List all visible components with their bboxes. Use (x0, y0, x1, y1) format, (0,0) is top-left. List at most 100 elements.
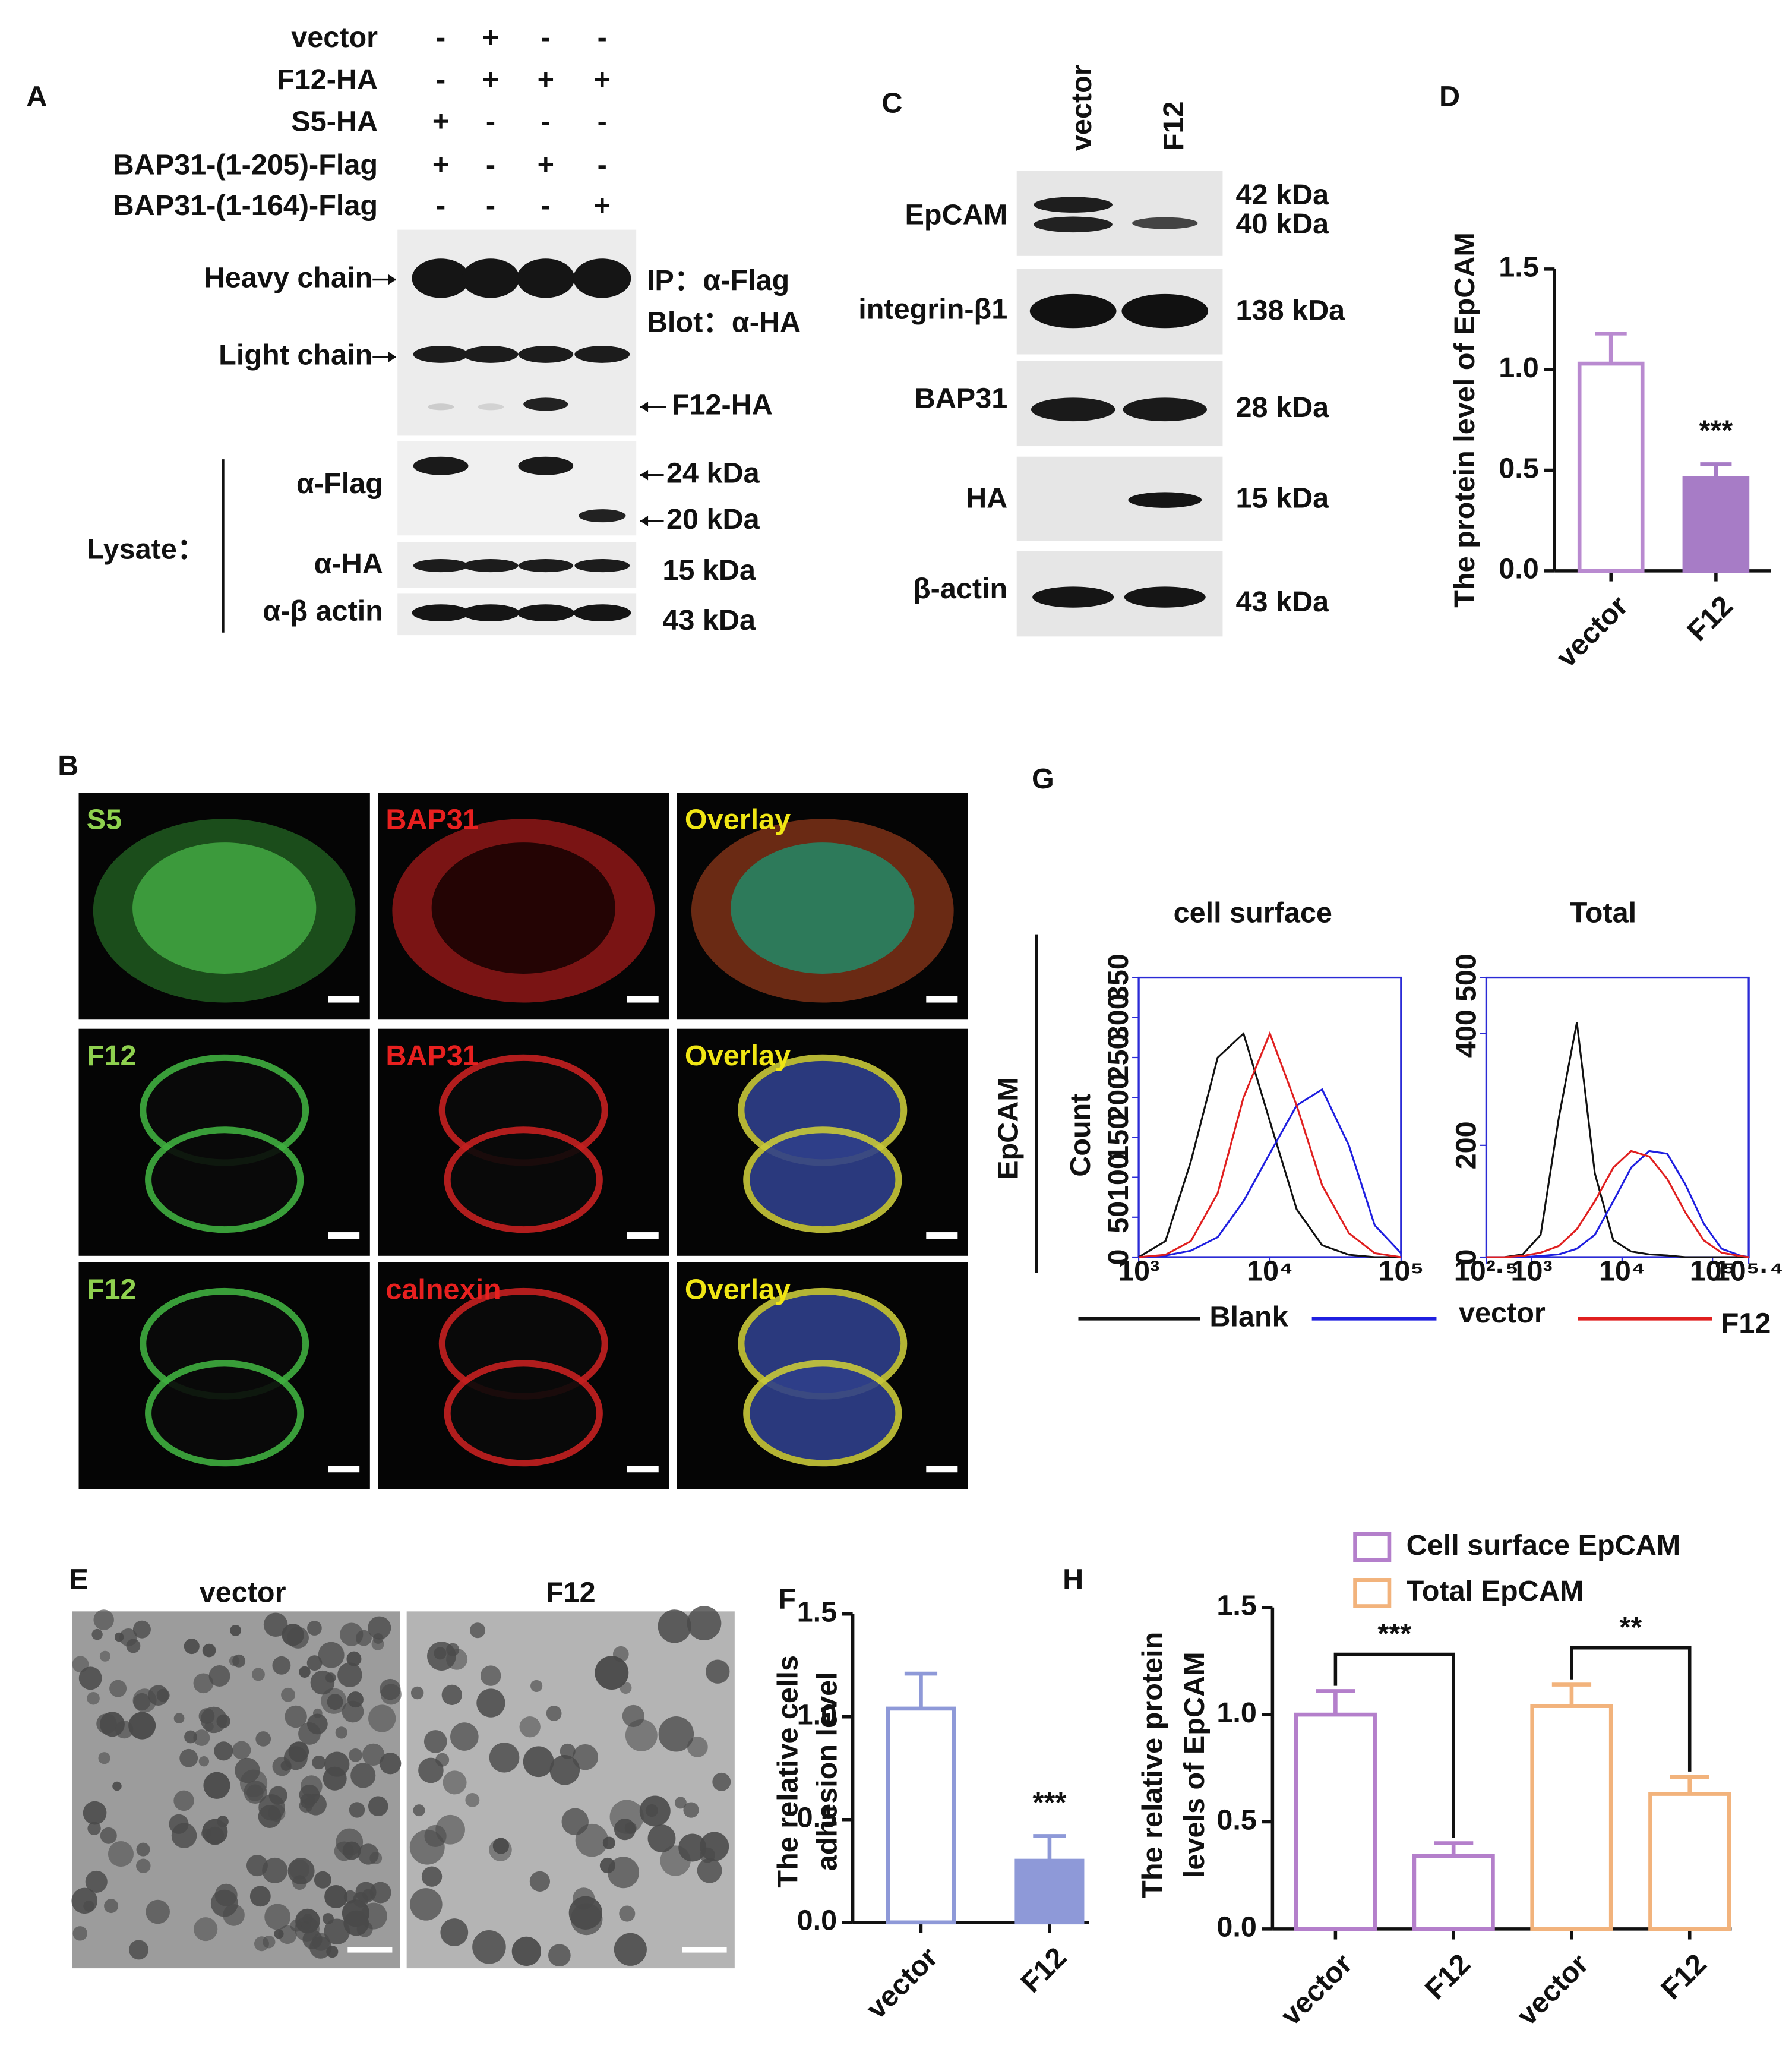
size-label: 24 kDa (666, 457, 760, 489)
bar (1412, 1854, 1495, 1931)
cell-blob (87, 1822, 101, 1835)
sign: - (436, 64, 445, 96)
significance: *** (1699, 415, 1733, 447)
image-label: F12 (546, 1576, 596, 1608)
y-tick-label: 1.5 (1499, 251, 1539, 283)
cell-blob (99, 1650, 110, 1662)
y-tick-label: 1.0 (797, 1699, 837, 1731)
arrow-head (640, 516, 649, 526)
size-label: 28 kDa (1236, 392, 1330, 424)
cell-blob (368, 1704, 396, 1732)
channel-label: Overlay (685, 1273, 791, 1305)
antibody-label: α-β actin (263, 595, 383, 627)
significance-bracket (1333, 1652, 1455, 1838)
cell-blob (548, 1944, 571, 1967)
sign: - (541, 21, 551, 53)
bar (1682, 476, 1750, 573)
x-tick-label: 10³ (1510, 1255, 1552, 1287)
cell-blob (109, 1680, 127, 1697)
cell-blob (697, 1858, 722, 1883)
blot-band (413, 559, 469, 573)
cell-blob (112, 1781, 122, 1791)
cell-blob (268, 1804, 286, 1822)
bar (886, 1706, 956, 1925)
cell-blob (306, 1655, 323, 1671)
cell-blob (371, 1637, 384, 1650)
blot-band (1032, 586, 1114, 608)
sign: + (432, 106, 449, 138)
cell-blob (210, 1889, 238, 1917)
cell-blob (292, 1875, 307, 1890)
blot-band (1128, 492, 1202, 508)
cell-blob (285, 1705, 307, 1728)
histogram-line (1139, 1088, 1402, 1258)
cell-blob (171, 1823, 197, 1848)
bar (1014, 1858, 1085, 1925)
cell-blob (230, 1624, 242, 1636)
y-tick-label: 150 (1102, 1113, 1134, 1161)
arrow-head (388, 274, 397, 285)
cell-blob (480, 1665, 501, 1686)
sign: - (598, 149, 607, 181)
arrow-head (640, 401, 649, 412)
cell-blob (360, 1902, 387, 1930)
cell-blob (173, 1713, 185, 1723)
antibody-label: α-HA (314, 548, 383, 580)
size-label: 43 kDa (662, 604, 756, 636)
sign: + (594, 190, 611, 222)
arrow-head (388, 352, 397, 362)
cell-blob (619, 1905, 636, 1922)
cell-blob (85, 1870, 108, 1893)
cell-blob (98, 1752, 110, 1764)
y-axis-label: levels of EpCAM (1178, 1652, 1211, 1878)
cell-blob (369, 1852, 383, 1864)
cell-blob (91, 1628, 103, 1640)
cell-blob (202, 1643, 216, 1658)
cell-blob (410, 1686, 424, 1700)
cell-blob (489, 1743, 520, 1773)
sign: + (482, 21, 499, 53)
size-label: 20 kDa (666, 503, 760, 535)
cell-blob (129, 1940, 149, 1960)
x-tick-label: vector (1550, 590, 1634, 674)
condition-label: F12-HA (277, 64, 378, 96)
x-tick-label: F12 (1655, 1948, 1712, 2006)
cell-blob (208, 1665, 230, 1687)
size-label: 40 kDa (1236, 208, 1330, 240)
cell-blob (203, 1772, 230, 1799)
channel-label: BAP31 (385, 1040, 479, 1072)
blot-band (462, 258, 520, 298)
plot-frame (1137, 976, 1402, 1258)
cell-blob (342, 1700, 364, 1723)
cell-blob (608, 1857, 640, 1889)
scale-bar (926, 1466, 958, 1473)
cell-blob (423, 1730, 447, 1753)
legend-label: Total EpCAM (1407, 1575, 1584, 1607)
y-tick-label: 0.5 (1216, 1804, 1257, 1836)
cell-blob (78, 1666, 102, 1690)
cell-blob (264, 1904, 291, 1930)
cell-blob (72, 1926, 87, 1941)
cell-blob (612, 1646, 629, 1662)
histogram-line (1138, 1031, 1402, 1258)
cell-blob (232, 1741, 251, 1760)
y-axis-label: Count (1064, 1093, 1096, 1176)
scale-bar (926, 996, 958, 1003)
sign: + (538, 64, 554, 96)
histogram-line (1486, 1022, 1749, 1258)
lane-label: vector (1066, 64, 1098, 151)
y-tick-label: 1.0 (1499, 352, 1539, 384)
x-tick-label: F12 (1419, 1948, 1477, 2006)
y-tick-label: 0.0 (797, 1905, 837, 1937)
cell-blob (274, 1929, 284, 1939)
sign: - (436, 21, 445, 53)
cell-blob (323, 1766, 347, 1791)
cell-blob (87, 1691, 100, 1705)
cell-blob (434, 1647, 447, 1660)
histogram-line (1138, 1031, 1401, 1258)
cell-blob (441, 1684, 462, 1705)
legend-label: vector (1459, 1297, 1546, 1329)
cell-blob (204, 1722, 214, 1731)
sign: + (538, 149, 554, 181)
y-tick-label: 0.0 (1499, 553, 1539, 585)
